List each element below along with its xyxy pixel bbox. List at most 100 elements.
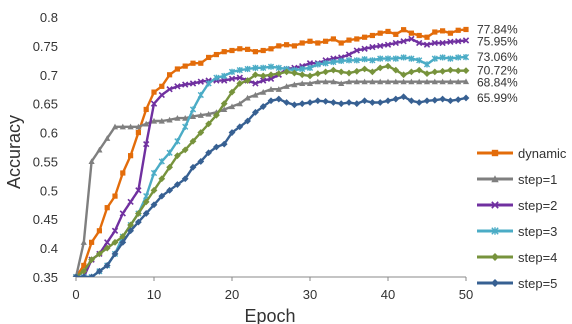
data-point (361, 97, 368, 105)
data-point (213, 111, 220, 119)
data-point (236, 100, 243, 107)
data-point (142, 198, 150, 206)
x-tick-label: 0 (72, 287, 79, 302)
data-point (237, 46, 243, 52)
data-point (213, 143, 220, 151)
data-point (197, 158, 205, 165)
data-point (72, 273, 80, 277)
data-point (384, 62, 392, 70)
data-point (190, 60, 196, 66)
data-point (423, 70, 431, 78)
data-point (377, 42, 384, 50)
data-point (345, 57, 353, 64)
data-point (462, 94, 470, 102)
data-point (400, 78, 407, 85)
data-point (244, 94, 251, 101)
data-point (283, 68, 290, 76)
data-point (189, 137, 197, 145)
data-point (96, 146, 103, 153)
data-point (135, 123, 142, 130)
data-point (143, 140, 150, 148)
data-point (455, 78, 462, 85)
data-point (166, 116, 173, 123)
data-point (408, 97, 415, 105)
y-axis-ticks: 0.35 0.4 0.45 0.5 0.55 0.6 0.65 0.7 0.75 0.8 (33, 10, 58, 285)
data-point (462, 37, 470, 44)
data-point (353, 47, 360, 54)
data-point (361, 65, 368, 73)
data-point (150, 100, 158, 107)
data-point (298, 71, 306, 79)
data-point (423, 97, 431, 105)
data-point (431, 78, 438, 85)
data-point (150, 186, 158, 194)
data-point (299, 80, 306, 87)
y-tick-label: 0.55 (33, 154, 58, 169)
data-point (440, 28, 446, 34)
data-point (174, 181, 181, 188)
data-point (306, 64, 314, 71)
data-point (197, 129, 205, 136)
data-point (462, 67, 470, 75)
x-tick-label: 30 (303, 287, 317, 302)
data-point (431, 39, 438, 47)
end-value-label: 68.84% (477, 76, 518, 90)
data-point (423, 41, 431, 48)
data-point (143, 106, 149, 113)
data-point (330, 58, 337, 66)
data-point (236, 80, 244, 87)
data-point (267, 97, 275, 105)
data-point (151, 89, 157, 95)
data-point (104, 205, 110, 211)
x-tick-label: 50 (459, 287, 473, 302)
data-point (392, 95, 400, 103)
data-point (135, 218, 142, 226)
data-point (213, 74, 220, 81)
data-point (275, 64, 282, 71)
data-point (462, 78, 470, 85)
data-point (306, 72, 314, 80)
data-point (454, 96, 462, 104)
data-point (205, 120, 212, 128)
legend-swatch-marker (491, 149, 499, 157)
data-point (361, 78, 368, 85)
data-point (174, 66, 180, 72)
data-point (220, 100, 228, 108)
data-point (221, 49, 227, 55)
data-point (369, 78, 376, 85)
series-step-1 (74, 78, 470, 277)
data-point (135, 187, 142, 194)
data-point (127, 198, 134, 206)
data-point (415, 66, 423, 74)
y-tick-label: 0.65 (33, 97, 58, 112)
data-point (447, 38, 454, 46)
data-point (275, 70, 283, 78)
data-point (330, 36, 336, 42)
data-point (89, 239, 95, 245)
data-point (322, 78, 329, 85)
data-point (423, 78, 431, 85)
data-point (103, 244, 111, 252)
data-point (415, 99, 423, 106)
data-point (197, 91, 204, 99)
data-point (135, 129, 141, 136)
legend-label: step=1 (518, 172, 557, 187)
data-point (322, 97, 329, 105)
data-point (166, 186, 173, 194)
data-point (369, 68, 376, 76)
data-point (338, 57, 345, 65)
series-step-4 (72, 62, 470, 277)
data-point (182, 115, 189, 121)
data-point (158, 192, 166, 200)
data-point (267, 86, 275, 92)
data-point (260, 47, 266, 54)
data-point (298, 100, 306, 108)
data-point (463, 26, 469, 33)
data-point (416, 78, 423, 85)
legend: dynamic step=1 step=2 step=3 step=4 step=5 (477, 146, 567, 291)
data-point (392, 55, 399, 62)
data-point (291, 101, 298, 109)
data-point (111, 227, 119, 234)
data-point (346, 37, 352, 43)
data-point (189, 113, 197, 119)
